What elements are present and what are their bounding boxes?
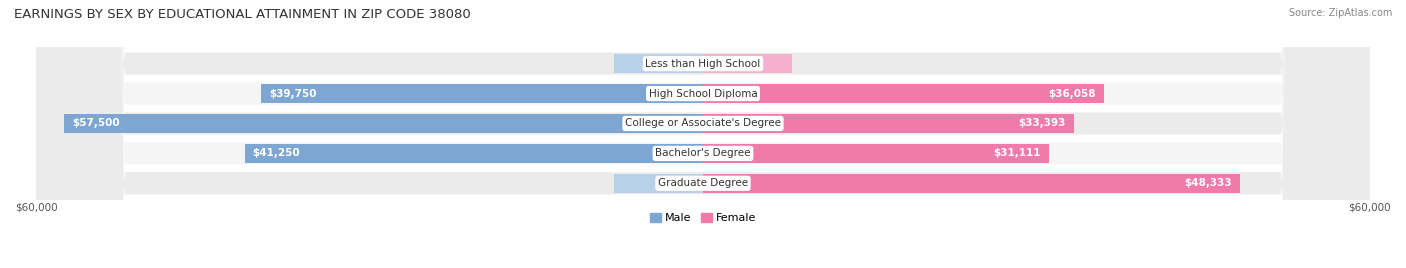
Text: College or Associate's Degree: College or Associate's Degree <box>626 118 780 128</box>
Bar <box>703 114 1074 133</box>
Text: $31,111: $31,111 <box>993 148 1040 158</box>
Text: $33,393: $33,393 <box>1019 118 1066 128</box>
Text: $39,750: $39,750 <box>270 88 316 99</box>
Text: $0: $0 <box>666 178 681 188</box>
Text: $48,333: $48,333 <box>1184 178 1232 188</box>
Text: Graduate Degree: Graduate Degree <box>658 178 748 188</box>
Bar <box>703 174 1240 193</box>
Bar <box>703 144 1049 163</box>
Text: $0: $0 <box>666 59 681 69</box>
FancyBboxPatch shape <box>37 0 1369 268</box>
Bar <box>703 54 792 73</box>
FancyBboxPatch shape <box>37 0 1369 268</box>
FancyBboxPatch shape <box>37 0 1369 268</box>
Text: EARNINGS BY SEX BY EDUCATIONAL ATTAINMENT IN ZIP CODE 38080: EARNINGS BY SEX BY EDUCATIONAL ATTAINMEN… <box>14 8 471 21</box>
Bar <box>703 84 1104 103</box>
Text: High School Diploma: High School Diploma <box>648 88 758 99</box>
Text: Bachelor's Degree: Bachelor's Degree <box>655 148 751 158</box>
Text: Source: ZipAtlas.com: Source: ZipAtlas.com <box>1288 8 1392 18</box>
Text: $0: $0 <box>725 59 740 69</box>
Text: $36,058: $36,058 <box>1047 88 1095 99</box>
Bar <box>262 84 703 103</box>
Text: $41,250: $41,250 <box>253 148 301 158</box>
Bar <box>65 114 703 133</box>
Text: $57,500: $57,500 <box>72 118 120 128</box>
FancyBboxPatch shape <box>37 0 1369 268</box>
Bar <box>614 174 703 193</box>
Bar <box>614 54 703 73</box>
Text: Less than High School: Less than High School <box>645 59 761 69</box>
FancyBboxPatch shape <box>37 0 1369 268</box>
Bar <box>245 144 703 163</box>
Legend: Male, Female: Male, Female <box>645 208 761 228</box>
